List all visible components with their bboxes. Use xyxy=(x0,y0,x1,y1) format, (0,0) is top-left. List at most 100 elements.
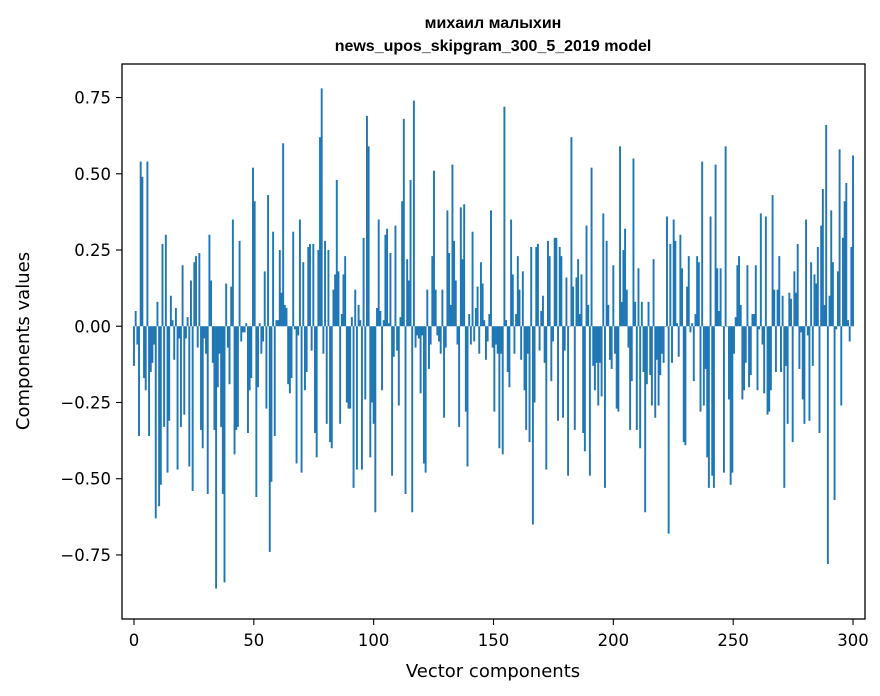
bar xyxy=(322,326,325,354)
bar xyxy=(746,265,749,327)
bar xyxy=(417,326,420,339)
bar xyxy=(282,143,285,327)
bar xyxy=(510,219,513,327)
bar xyxy=(553,237,556,327)
bar xyxy=(248,326,251,391)
bar xyxy=(848,326,851,342)
bar xyxy=(674,240,677,327)
bar xyxy=(609,326,611,360)
bar xyxy=(773,289,776,327)
bar xyxy=(379,311,382,327)
bar xyxy=(236,326,239,427)
bar xyxy=(201,326,204,449)
bar xyxy=(798,326,801,369)
bar xyxy=(158,326,161,507)
bar xyxy=(659,326,662,376)
bar xyxy=(382,320,385,327)
bar xyxy=(255,326,258,498)
bar xyxy=(211,326,214,363)
bar xyxy=(359,320,362,327)
bar xyxy=(381,326,383,391)
bar xyxy=(666,216,668,327)
bar xyxy=(387,323,390,327)
bar xyxy=(471,231,474,327)
bar xyxy=(235,326,238,430)
bar xyxy=(744,326,747,363)
bar xyxy=(500,326,502,354)
bar xyxy=(831,262,834,327)
bar xyxy=(811,326,814,366)
bar xyxy=(168,326,171,421)
bar xyxy=(714,164,717,327)
bar xyxy=(300,326,303,473)
bar xyxy=(434,289,437,327)
bar xyxy=(728,326,730,400)
bar xyxy=(283,304,286,327)
bar xyxy=(525,326,528,430)
bar xyxy=(334,274,337,327)
bar xyxy=(836,271,839,327)
bar xyxy=(153,326,156,345)
bar xyxy=(610,326,613,369)
bar xyxy=(649,326,652,376)
bar xyxy=(625,289,628,327)
bar xyxy=(225,283,228,327)
bar xyxy=(303,326,306,391)
bar xyxy=(677,326,680,357)
bar xyxy=(491,326,494,348)
bar xyxy=(438,326,440,342)
bar xyxy=(273,326,276,437)
bar xyxy=(310,326,313,351)
bar xyxy=(578,314,581,327)
bar xyxy=(312,243,315,327)
bar xyxy=(521,271,524,327)
bar xyxy=(317,250,320,327)
bar xyxy=(262,326,264,342)
bar xyxy=(647,301,650,327)
bar xyxy=(178,326,181,339)
bar xyxy=(790,298,792,327)
bar xyxy=(184,326,187,339)
bar xyxy=(830,210,833,327)
bar xyxy=(340,314,343,327)
bar xyxy=(419,326,422,394)
bar xyxy=(842,237,844,327)
bar xyxy=(466,326,469,467)
bar xyxy=(456,326,459,345)
bar xyxy=(676,323,678,327)
bar xyxy=(406,259,409,327)
bar xyxy=(671,326,673,363)
bar xyxy=(639,326,642,449)
bar xyxy=(384,234,387,327)
bar xyxy=(754,265,757,327)
bar xyxy=(233,326,236,455)
bar xyxy=(776,289,779,327)
bar xyxy=(706,326,709,458)
bar xyxy=(293,326,296,330)
bar xyxy=(179,326,182,427)
bar xyxy=(270,326,273,482)
bar xyxy=(622,250,625,327)
bar xyxy=(575,277,578,327)
bar xyxy=(640,301,643,327)
bar xyxy=(481,283,484,327)
bar xyxy=(446,210,449,327)
bar xyxy=(372,326,375,424)
bar xyxy=(352,326,355,488)
bar xyxy=(543,326,546,363)
bar xyxy=(749,326,752,376)
bar xyxy=(315,326,318,458)
bar xyxy=(716,268,719,327)
bar xyxy=(220,326,223,427)
bar xyxy=(241,326,244,333)
bar xyxy=(357,304,360,327)
bar xyxy=(692,326,695,382)
bar xyxy=(605,240,608,327)
bar xyxy=(161,243,164,327)
bar xyxy=(577,259,580,327)
bar xyxy=(138,326,140,437)
bar xyxy=(805,219,808,327)
bar xyxy=(786,326,789,424)
bar xyxy=(367,146,370,327)
bar xyxy=(468,314,471,327)
